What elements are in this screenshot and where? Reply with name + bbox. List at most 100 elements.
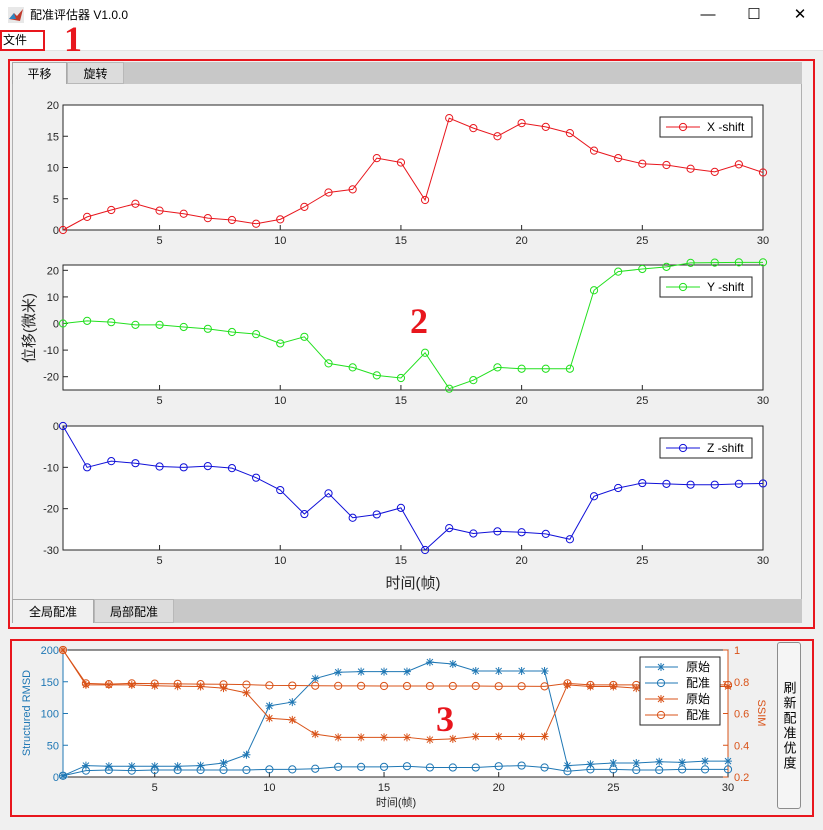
chart-quality-data-point (196, 761, 205, 770)
chart-quality-data-point (219, 759, 228, 768)
chart-quality-legend-marker (657, 695, 665, 703)
chart-z-data-point (614, 483, 623, 493)
chart-z-xtick-label: 30 (757, 555, 769, 567)
chart-y-legend (659, 276, 753, 298)
chart-quality-xtick-label: 15 (378, 782, 390, 794)
chart-y-xtick-label: 10 (274, 395, 286, 407)
chart-x-data-point (58, 225, 68, 235)
chart-quality-left-ytick-label: 0 (53, 772, 59, 784)
chart-y-ytick-label: 10 (47, 292, 59, 304)
chart-quality-data-point (288, 681, 297, 690)
chart-quality-right-axis-label: SSIM (755, 700, 767, 727)
chart-x-legend-label: X -shift (707, 120, 745, 134)
chart-quality-left-ytick-label: 150 (41, 677, 59, 689)
chart-quality-data-point (380, 667, 389, 676)
close-icon: ✕ (793, 6, 807, 23)
chart-quality-data-point (150, 765, 159, 775)
chart-quality-data-point (494, 762, 503, 771)
chart-x-data-point (734, 160, 743, 169)
chart-quality-xtick-label: 25 (607, 782, 619, 794)
chart-quality-legend-label: 配准 (686, 676, 710, 690)
chart-z-data-point (469, 529, 478, 538)
chart-y-xtick-label: 25 (636, 395, 648, 407)
chart-quality-data-point (655, 765, 664, 775)
chart-y-legend-marker (678, 282, 688, 292)
chart-z-data-point (758, 479, 768, 488)
chart-x-legend (659, 116, 753, 138)
chart-quality-data-point (494, 732, 503, 741)
chart-y-data-point (155, 320, 164, 329)
chart-quality-data-point (609, 682, 618, 691)
chart-y-ytick-label: 0 (53, 319, 59, 331)
tab-local-registration[interactable]: 局部配准 (94, 599, 174, 623)
chart-y-data-point (758, 258, 768, 267)
tab-global-registration[interactable]: 全局配准 (12, 599, 94, 623)
chart-quality-legend-marker (656, 678, 666, 688)
chart-z-data-point (58, 421, 68, 431)
chart-x-plot-area (62, 104, 764, 231)
chart-z-data-point (396, 503, 406, 512)
chart-quality-xtick-label: 5 (152, 782, 158, 794)
tab-rotation[interactable]: 旋转 (67, 62, 124, 84)
chart-quality-data-point (494, 682, 503, 691)
chart-quality-legend-marker (656, 710, 666, 720)
chart-x-data-point (107, 205, 116, 215)
bottom-tab-bar: 全局配准 局部配准 (12, 599, 802, 623)
chart-x-data-point (638, 159, 647, 168)
minimize-button[interactable]: — (685, 0, 731, 30)
annotation-number-1: 1 (64, 19, 82, 59)
chart-quality-data-point (517, 761, 526, 770)
chart-y-data-point (179, 322, 188, 332)
chart-quality-data-point (311, 764, 320, 773)
chart-quality-data-point (127, 680, 136, 689)
close-button[interactable]: ✕ (777, 0, 823, 30)
chart-z-legend-marker (678, 443, 688, 453)
title-bar (0, 0, 823, 30)
chart-quality-left-ytick-label: 100 (41, 709, 59, 721)
chart-quality-data-point (379, 681, 389, 691)
chart-quality-data-point (609, 759, 618, 768)
refresh-registration-quality-button[interactable]: 刷新配准优度 (777, 642, 801, 809)
chart-y-data-point (276, 339, 285, 348)
chart-y-data-point (517, 364, 526, 373)
chart-quality-data-point (334, 762, 343, 771)
chart-z-data-point (276, 485, 285, 495)
chart-quality-data-point (586, 682, 595, 691)
tab-translation[interactable]: 平移 (12, 62, 67, 84)
chart-y-data-point (396, 373, 406, 383)
chart-z-data-point (179, 463, 188, 472)
chart-quality-data-point (380, 733, 389, 742)
annotation-box-3 (10, 639, 814, 817)
chart-quality-data-point (517, 682, 526, 691)
chart-z-data-point (348, 513, 357, 522)
maximize-button[interactable]: ☐ (731, 0, 777, 30)
chart-x-legend-marker (678, 122, 688, 132)
chart-quality-data-point (402, 681, 412, 691)
annotation-number-2: 2 (410, 301, 428, 341)
chart-quality-data-point (81, 761, 90, 770)
chart-z-data-point (589, 492, 599, 501)
chart-quality-right-ytick-label: 0.6 (734, 709, 749, 721)
chart-quality-xtick-label: 20 (493, 782, 505, 794)
chart-quality-left-ytick-label: 200 (41, 645, 59, 657)
top-tab-bar: 平移 旋转 (12, 62, 802, 84)
chart-quality-data-point (127, 766, 136, 775)
chart-quality-data-point (655, 757, 664, 766)
window-title: 配准评估器 V1.0.0 (30, 8, 129, 22)
chart-quality-data-point (173, 765, 182, 775)
chart-quality-legend-label: 配准 (686, 708, 710, 722)
chart-x-data-point (710, 167, 719, 176)
chart-y-data-point (58, 319, 68, 328)
chart-x-data-point (541, 122, 550, 131)
chart-x-data-point (203, 214, 212, 223)
chart-x-data-point (227, 215, 237, 225)
chart-x-data-point (252, 219, 261, 228)
menu-file[interactable]: 文件 (3, 33, 28, 47)
refresh-button-label: 刷新配准优度 (781, 680, 797, 771)
chart-quality-data-point (540, 732, 549, 741)
chart-y-data-point (420, 348, 430, 357)
chart-y-data-point (300, 332, 309, 341)
chart-x-data-point (686, 164, 695, 173)
chart-quality-legend-label: 原始 (686, 660, 710, 674)
chart-quality-data-point (448, 763, 457, 772)
